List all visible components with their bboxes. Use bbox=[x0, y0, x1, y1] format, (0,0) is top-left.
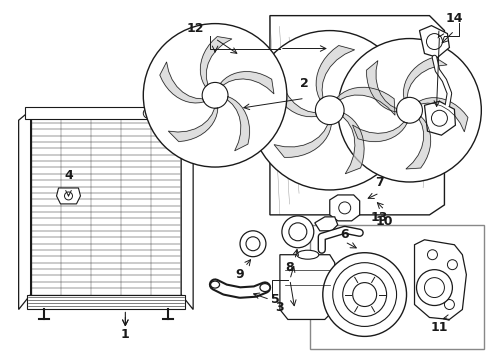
Circle shape bbox=[396, 97, 422, 123]
Circle shape bbox=[202, 82, 228, 108]
Text: 11: 11 bbox=[431, 321, 448, 334]
Polygon shape bbox=[56, 188, 80, 204]
Circle shape bbox=[65, 192, 73, 200]
Text: 2: 2 bbox=[300, 77, 309, 90]
Ellipse shape bbox=[297, 250, 319, 259]
Polygon shape bbox=[274, 125, 331, 157]
Polygon shape bbox=[419, 98, 468, 132]
Circle shape bbox=[416, 270, 452, 306]
Circle shape bbox=[353, 283, 377, 306]
Ellipse shape bbox=[246, 237, 260, 251]
Polygon shape bbox=[352, 122, 407, 142]
Polygon shape bbox=[419, 26, 449, 58]
Ellipse shape bbox=[339, 202, 351, 214]
Polygon shape bbox=[316, 45, 355, 100]
Ellipse shape bbox=[289, 223, 307, 241]
Bar bbox=[30, 110, 181, 294]
Polygon shape bbox=[415, 240, 466, 319]
Circle shape bbox=[143, 108, 153, 118]
Circle shape bbox=[432, 110, 447, 126]
Circle shape bbox=[343, 273, 387, 316]
Ellipse shape bbox=[208, 96, 222, 104]
Text: 9: 9 bbox=[236, 268, 245, 281]
Circle shape bbox=[163, 108, 173, 118]
Text: 12: 12 bbox=[186, 22, 204, 35]
Circle shape bbox=[447, 260, 457, 270]
Text: 13: 13 bbox=[371, 211, 388, 224]
Polygon shape bbox=[367, 61, 397, 112]
Polygon shape bbox=[330, 195, 360, 221]
Polygon shape bbox=[315, 217, 338, 231]
Text: 1: 1 bbox=[121, 328, 130, 341]
Polygon shape bbox=[227, 96, 249, 151]
Ellipse shape bbox=[211, 281, 220, 288]
Polygon shape bbox=[19, 110, 30, 310]
Ellipse shape bbox=[223, 130, 233, 136]
Bar bbox=[310, 225, 484, 349]
Circle shape bbox=[333, 263, 396, 327]
Polygon shape bbox=[181, 110, 193, 310]
Circle shape bbox=[316, 96, 344, 125]
Polygon shape bbox=[160, 62, 204, 103]
Text: 4: 4 bbox=[64, 168, 73, 181]
Text: 6: 6 bbox=[341, 228, 349, 241]
Polygon shape bbox=[280, 255, 335, 319]
Polygon shape bbox=[337, 87, 395, 115]
Ellipse shape bbox=[260, 284, 270, 292]
Circle shape bbox=[424, 278, 444, 298]
Ellipse shape bbox=[282, 216, 314, 248]
Circle shape bbox=[323, 253, 407, 336]
Polygon shape bbox=[424, 101, 455, 135]
Text: 10: 10 bbox=[376, 215, 393, 228]
Polygon shape bbox=[343, 113, 364, 174]
Text: 5: 5 bbox=[270, 293, 279, 306]
Text: 3: 3 bbox=[275, 301, 284, 314]
Bar bbox=[24, 107, 187, 119]
Circle shape bbox=[427, 250, 438, 260]
Text: 14: 14 bbox=[445, 12, 463, 25]
Circle shape bbox=[338, 39, 481, 182]
Circle shape bbox=[426, 33, 442, 50]
Ellipse shape bbox=[240, 231, 266, 257]
Circle shape bbox=[250, 31, 410, 190]
Polygon shape bbox=[403, 57, 447, 99]
Text: 7: 7 bbox=[375, 176, 384, 189]
Text: 8: 8 bbox=[286, 261, 294, 274]
Polygon shape bbox=[169, 108, 218, 141]
Circle shape bbox=[143, 24, 287, 167]
Circle shape bbox=[444, 300, 454, 310]
Ellipse shape bbox=[334, 197, 356, 219]
Polygon shape bbox=[271, 68, 317, 117]
Polygon shape bbox=[406, 116, 431, 169]
Polygon shape bbox=[270, 15, 444, 215]
Polygon shape bbox=[220, 72, 274, 94]
Bar bbox=[26, 294, 185, 309]
Polygon shape bbox=[200, 37, 232, 87]
